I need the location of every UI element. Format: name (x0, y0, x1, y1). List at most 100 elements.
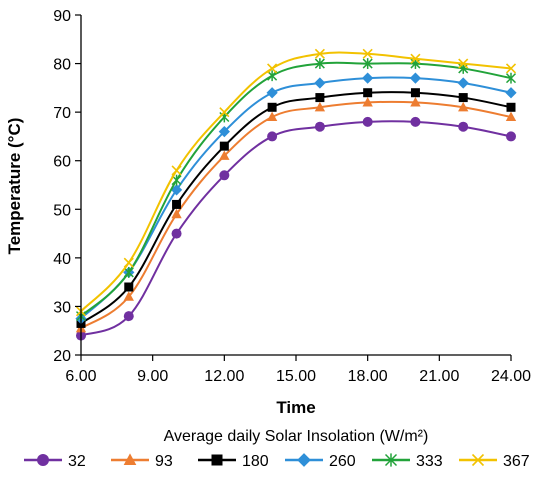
data-point-180 (410, 88, 420, 98)
legend-marker (37, 454, 49, 466)
data-point-367 (458, 58, 469, 69)
data-point-32 (458, 121, 469, 132)
legend-title: Average daily Solar Insolation (W/m²) (164, 428, 429, 445)
y-tick-label: 80 (53, 57, 71, 74)
data-point-32 (219, 170, 230, 181)
legend-item-333: 333 (372, 453, 443, 470)
data-point-93 (266, 111, 278, 122)
data-point-93 (410, 97, 421, 107)
y-tick-label: 70 (53, 105, 71, 122)
x-tick-label: 15.00 (276, 368, 316, 385)
x-tick-label: 12.00 (204, 368, 244, 385)
series-line-32 (80, 120, 512, 337)
series-260 (75, 72, 517, 325)
legend-item-367: 367 (459, 453, 530, 470)
data-point-367 (410, 53, 421, 64)
data-point-180 (124, 282, 134, 292)
data-point-93 (458, 101, 469, 112)
data-point-32 (362, 116, 373, 127)
data-point-180 (363, 88, 373, 98)
data-point-333 (267, 70, 278, 82)
data-point-180 (267, 102, 277, 112)
legend-marker (123, 453, 137, 465)
series-line-333 (80, 61, 512, 317)
data-point-93 (314, 101, 326, 112)
data-point-260 (314, 77, 326, 89)
x-tick-label: 9.00 (137, 368, 168, 385)
data-point-32 (314, 121, 325, 132)
data-point-32 (506, 131, 516, 142)
y-tick-label: 30 (53, 299, 71, 316)
legend-marker (384, 453, 398, 467)
y-tick-label: 90 (53, 8, 71, 25)
data-point-367 (267, 63, 278, 74)
data-point-93 (123, 291, 134, 301)
data-point-333 (123, 267, 134, 278)
data-point-260 (505, 87, 517, 99)
data-point-260 (266, 87, 278, 99)
data-point-333 (362, 58, 373, 69)
series-93 (75, 97, 517, 333)
legend-item-32: 32 (24, 453, 86, 470)
y-tick-label: 20 (53, 348, 71, 365)
axes: 20 30 40 50 60 70 80 90 6.00 9.00 12.00 15.00 18.00 2… (53, 8, 531, 385)
x-axis-title: Time (276, 398, 315, 417)
legend-marker (211, 454, 223, 466)
legend-marker (297, 453, 311, 467)
legend-label: 367 (503, 453, 530, 470)
series-line-180 (80, 91, 512, 325)
series-32 (76, 116, 516, 341)
x-tick-label: 21.00 (419, 368, 459, 385)
data-point-367 (314, 48, 325, 59)
data-point-260 (218, 125, 230, 138)
legend: 32 93 180 260 333 367 (24, 453, 530, 470)
y-tick-label: 40 (53, 251, 71, 268)
data-point-367 (362, 48, 373, 59)
data-point-93 (219, 150, 230, 160)
data-point-180 (315, 93, 325, 103)
series-line-260 (80, 76, 512, 320)
data-point-180 (172, 199, 182, 209)
data-point-180 (458, 93, 468, 103)
data-point-32 (410, 116, 421, 127)
y-axis-title: Temperature (°C) (5, 118, 24, 255)
legend-label: 93 (155, 453, 173, 470)
data-point-180 (506, 102, 516, 112)
data-point-367 (171, 165, 182, 176)
data-point-333 (314, 58, 325, 69)
series-line-93 (80, 100, 512, 330)
data-point-93 (171, 208, 182, 219)
data-point-367 (505, 63, 517, 74)
data-point-32 (171, 228, 182, 239)
legend-item-260: 260 (285, 453, 356, 470)
y-tick-label: 60 (53, 154, 71, 171)
legend-item-180: 180 (198, 453, 269, 470)
data-point-367 (219, 107, 230, 118)
data-point-32 (267, 131, 278, 142)
data-point-32 (123, 311, 134, 322)
data-point-260 (409, 72, 422, 84)
series-line-367 (80, 51, 512, 312)
data-point-333 (505, 72, 517, 84)
data-point-93 (505, 111, 517, 122)
x-tick-label: 6.00 (65, 368, 96, 385)
data-point-260 (457, 77, 469, 89)
legend-label: 333 (416, 453, 443, 470)
data-point-180 (219, 141, 229, 151)
x-tick-label: 24.00 (491, 368, 531, 385)
legend-label: 260 (329, 453, 356, 470)
plot-area (75, 48, 517, 341)
data-point-333 (410, 58, 421, 69)
data-point-93 (362, 97, 373, 107)
data-point-367 (123, 257, 134, 268)
legend-marker (471, 453, 485, 467)
legend-item-93: 93 (111, 453, 173, 470)
legend-label: 180 (242, 453, 269, 470)
legend-label: 32 (68, 453, 86, 470)
y-tick-label: 50 (53, 202, 71, 219)
x-tick-label: 18.00 (348, 368, 388, 385)
data-point-260 (170, 184, 183, 196)
data-point-260 (362, 72, 374, 84)
data-point-333 (458, 63, 469, 74)
